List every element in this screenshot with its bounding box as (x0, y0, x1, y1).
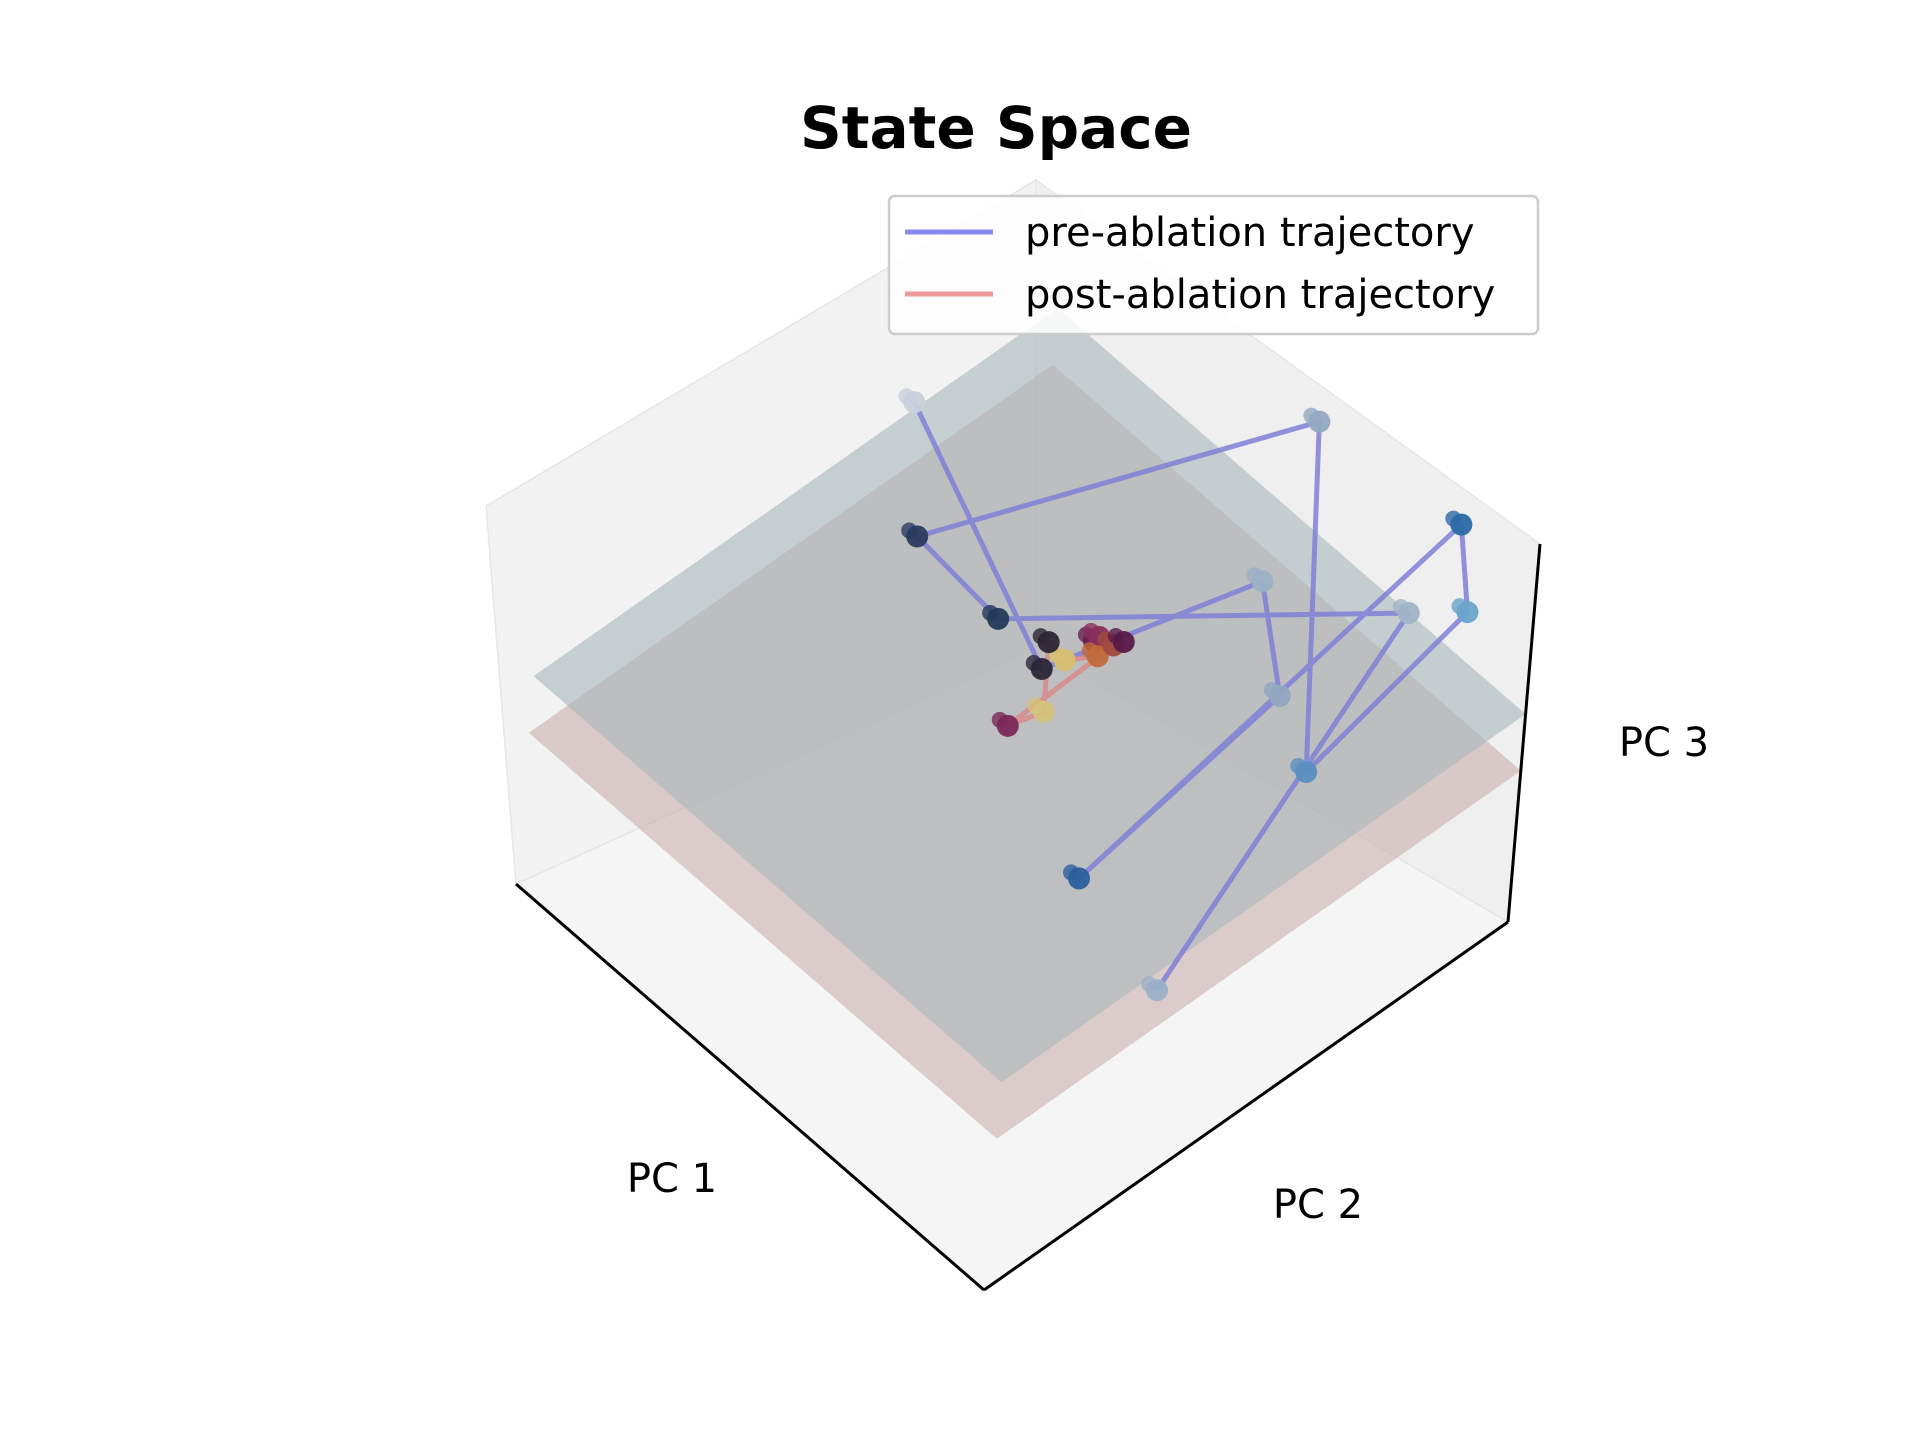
legend-label-post: post-ablation trajectory (1025, 272, 1495, 318)
pre-trajectory-point (1450, 513, 1473, 536)
axis-spines (515, 543, 1542, 1292)
pc3-axis-line (1506, 543, 1542, 923)
post-trajectory-point (1032, 700, 1055, 723)
post-trajectory-point (1037, 631, 1060, 654)
pre-trajectory-point (906, 525, 929, 548)
post-trajectory-point (996, 714, 1019, 737)
pc3-axis-label: PC 3 (1619, 720, 1709, 766)
pre-trajectory-point (903, 391, 926, 414)
trajectory-points (898, 388, 1479, 1002)
post-trajectory-point (1086, 645, 1109, 668)
post-trajectory-point (1053, 649, 1076, 672)
planes (528, 308, 1526, 1139)
pc2-axis-label: PC 2 (1273, 1182, 1363, 1228)
pre-trajectory-point (1030, 658, 1053, 681)
pre-trajectory-point (1146, 979, 1168, 1002)
pre-trajectory-point (1268, 684, 1291, 707)
chart-title: State Space (800, 94, 1192, 162)
pre-trajectory-point (1068, 867, 1091, 890)
pre-trajectory-point (1456, 601, 1479, 624)
pre-trajectory-point (1397, 602, 1420, 625)
pre-trajectory-point (987, 607, 1010, 630)
pc2-axis-line (983, 920, 1509, 1292)
pre-trajectory-point (1251, 570, 1274, 593)
pc1-axis-line (515, 882, 985, 1292)
legend-label-pre: pre-ablation trajectory (1025, 210, 1475, 256)
legend-box (887, 194, 1540, 336)
pre-trajectory-point (1308, 410, 1331, 433)
pc1-axis-label: PC 1 (627, 1156, 717, 1202)
plane-upper (533, 308, 1526, 1083)
post-trajectory-point (1112, 631, 1135, 653)
pre-trajectory-point (1295, 760, 1318, 783)
legend: pre-ablation trajectory post-ablation tr… (887, 194, 1540, 336)
